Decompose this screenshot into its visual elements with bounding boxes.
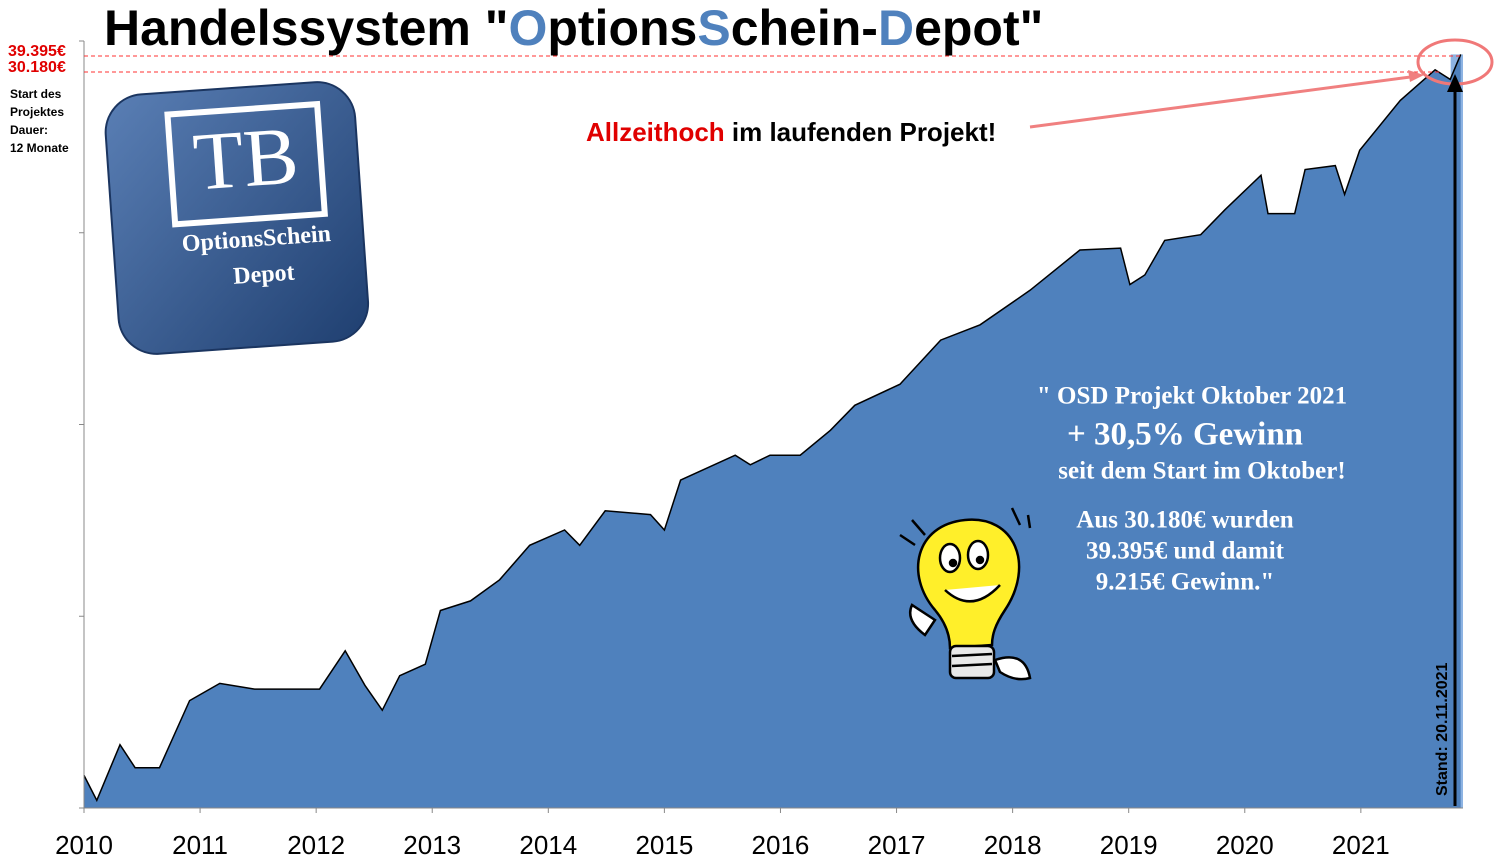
- info-line: Aus 30.180€ wurden: [1076, 507, 1293, 534]
- x-tick-label: 2020: [1216, 830, 1274, 860]
- title-part: S: [697, 0, 730, 56]
- bulb-base: [948, 644, 996, 680]
- arrow: [1029, 74, 1419, 129]
- title-part: epot": [914, 0, 1043, 56]
- x-tick-label: 2013: [403, 830, 461, 860]
- info-line: " OSD Projekt Oktober 2021: [1037, 383, 1347, 410]
- logo-text: Depot: [232, 260, 295, 290]
- x-tick-label: 2010: [55, 830, 113, 860]
- area: [84, 54, 1461, 808]
- project-note: Start des Projektes Dauer: 12 Monate: [10, 87, 69, 155]
- annotation: 39.395€: [8, 43, 66, 60]
- info-line: + 30,5% Gewinn: [1067, 417, 1303, 453]
- x-tick-label: 2018: [984, 830, 1042, 860]
- x-tick-label: 2017: [868, 830, 926, 860]
- x-tick-label: 2011: [172, 830, 228, 860]
- note-line: Projektes: [10, 105, 64, 119]
- annotation-red: Allzeithoch: [586, 117, 725, 147]
- lightbulb: [899, 507, 1032, 681]
- title-part: ptions: [547, 0, 697, 56]
- logo-frame: [164, 100, 328, 228]
- arrow-head: [1408, 70, 1424, 82]
- info-line: 9.215€ Gewinn.": [1096, 569, 1274, 596]
- note-line: 12 Monate: [10, 141, 69, 155]
- title-part: D: [878, 0, 914, 56]
- date-label: Stand: 20.11.2021: [1434, 662, 1451, 796]
- x-tick-label: 2014: [519, 830, 577, 860]
- title-part: chein-: [731, 0, 878, 56]
- logo-text: TB: [190, 110, 301, 208]
- title-part: Handelssystem ": [104, 0, 508, 56]
- info-line: 39.395€ und damit: [1086, 538, 1285, 565]
- note-line: Dauer:: [10, 123, 48, 137]
- info-box: " OSD Projekt Oktober 2021 + 30,5% Gewin…: [1037, 383, 1347, 596]
- title-part: O: [508, 0, 547, 56]
- annotation: Allzeithoch im laufenden Projekt!: [586, 117, 996, 147]
- area-line: [83, 54, 1462, 803]
- annotation: 30.180€: [8, 59, 66, 76]
- x-tick-label: 2019: [1100, 830, 1158, 860]
- x-tick-label: 2015: [635, 830, 693, 860]
- x-tick-label: 2021: [1332, 830, 1390, 860]
- x-tick-label: 2016: [752, 830, 810, 860]
- logo: TB OptionsSchein Depot: [104, 81, 370, 355]
- note-line: Start des: [10, 87, 62, 101]
- chart-title: Handelssystem "OptionsSchein-Depot": [104, 0, 1043, 56]
- x-tick-label: 2012: [287, 830, 345, 860]
- info-line: seit dem Start im Oktober!: [1058, 458, 1345, 485]
- annotation-rest: im laufenden Projekt!: [725, 117, 997, 147]
- date-arrow-head: [1447, 74, 1463, 92]
